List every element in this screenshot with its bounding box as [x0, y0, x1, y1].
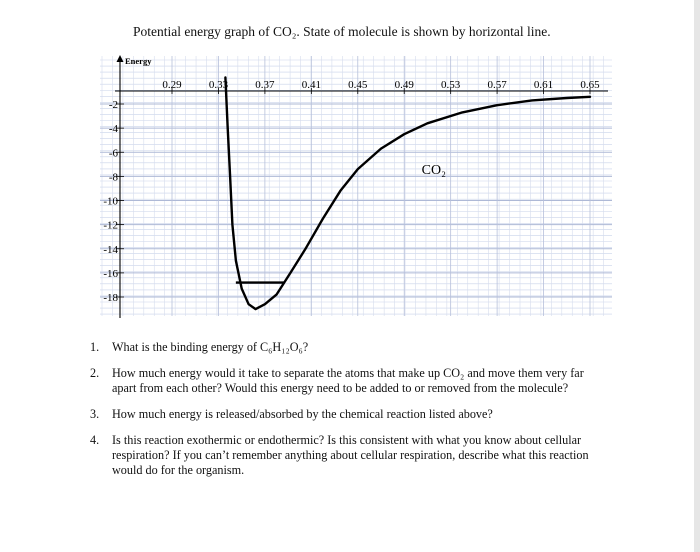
y-tick-label: -14 — [103, 244, 118, 256]
question-text: What is the binding energy of C₆H₁₂O₆? — [112, 340, 309, 354]
x-tick-label: 0.37 — [255, 79, 275, 91]
y-tick-label: -12 — [103, 220, 118, 232]
potential-energy-chart: Energy 0.29 0.33 0.37 0.41 0.45 0.49 0.53 0.57 0… — [100, 55, 612, 318]
x-tick-label: 0.45 — [348, 79, 368, 91]
chart-series — [224, 76, 592, 311]
y-tick-label: -4 — [109, 123, 119, 135]
y-tick-label: -2 — [109, 99, 118, 111]
question-number: 3. — [90, 407, 100, 421]
question-item: 1. What is the binding energy of C₆H₁₂O₆… — [90, 340, 610, 355]
y-tick-label: -6 — [109, 147, 119, 159]
curve-label-co2: CO₂ — [422, 163, 446, 178]
question-text: How much energy would it take to separat… — [112, 366, 584, 395]
question-item: 3. How much energy is released/absorbed … — [90, 407, 610, 422]
x-tick-label: 0.65 — [580, 79, 600, 91]
chart-axes: Energy — [115, 55, 608, 318]
y-tick-label: -10 — [103, 196, 118, 208]
potential-energy-curve — [224, 76, 592, 311]
question-text: How much energy is released/absorbed by … — [112, 407, 493, 421]
x-tick-label: 0.33 — [209, 79, 229, 91]
x-tick-label: 0.57 — [487, 79, 507, 91]
y-tick-label: -8 — [109, 171, 119, 183]
question-number: 2. — [90, 366, 100, 380]
question-item: 2. How much energy would it take to sepa… — [90, 366, 610, 396]
question-list: 1. What is the binding energy of C₆H₁₂O₆… — [90, 340, 610, 489]
x-tick-label: 0.49 — [395, 79, 415, 91]
question-item: 4. Is this reaction exothermic or endoth… — [90, 433, 610, 478]
x-tick-label: 0.53 — [441, 79, 461, 91]
chart-grid — [100, 56, 612, 316]
y-tick-labels: -2 -4 -6 -8 -10 -12 -14 -16 -18 — [103, 99, 124, 304]
y-tick-label: -18 — [103, 292, 118, 304]
question-number: 1. — [90, 340, 100, 354]
question-number: 4. — [90, 433, 100, 447]
question-text: Is this reaction exothermic or endotherm… — [112, 433, 589, 477]
x-tick-label: 0.41 — [302, 79, 321, 91]
y-axis-arrow — [116, 55, 124, 62]
y-tick-label: -16 — [103, 268, 118, 280]
x-tick-labels: 0.29 0.33 0.37 0.41 0.45 0.49 0.53 0.57 0.61 0.65 — [162, 79, 600, 94]
y-axis-label: Energy — [125, 56, 152, 66]
x-tick-label: 0.29 — [162, 79, 182, 91]
chart-annotations: CO₂ — [422, 163, 446, 178]
chart-title: Potential energy graph of CO₂. State of … — [133, 24, 551, 39]
x-tick-label: 0.61 — [534, 79, 553, 91]
